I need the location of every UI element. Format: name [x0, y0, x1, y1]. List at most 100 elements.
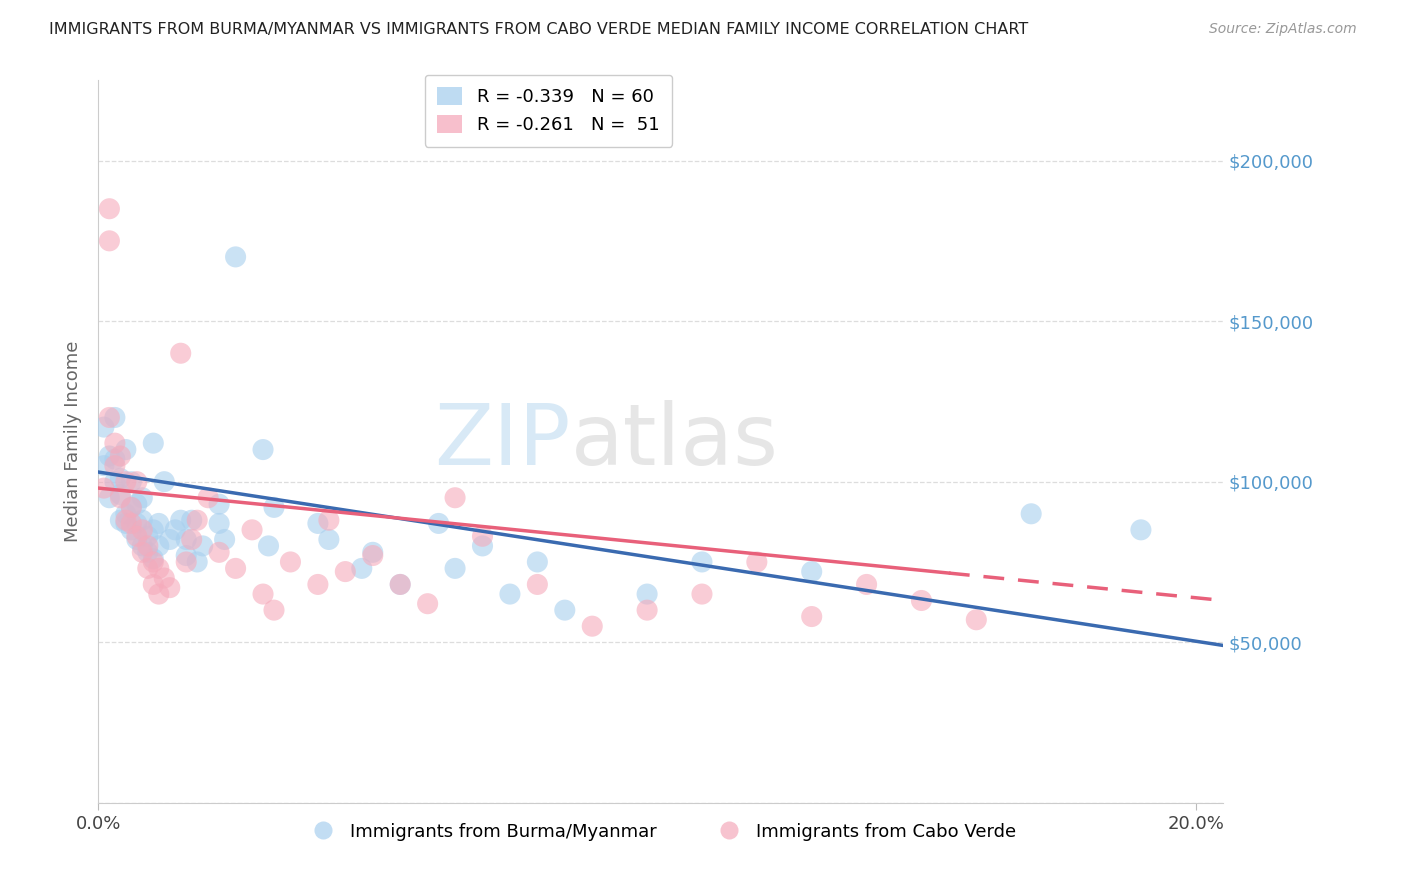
- Point: [120, 500, 142, 515]
- Point: [148, 561, 170, 575]
- Point: [142, 577, 165, 591]
- Point: [120, 523, 142, 537]
- Point: [1019, 507, 1042, 521]
- Point: [98, 410, 121, 425]
- Text: atlas: atlas: [571, 400, 779, 483]
- Point: [197, 491, 219, 505]
- Point: [136, 539, 159, 553]
- Point: [361, 549, 384, 563]
- Point: [148, 539, 170, 553]
- Point: [104, 436, 127, 450]
- Point: [170, 513, 193, 527]
- Point: [471, 539, 494, 553]
- Point: [104, 410, 127, 425]
- Point: [93, 420, 115, 434]
- Point: [131, 523, 153, 537]
- Point: [159, 581, 181, 595]
- Point: [98, 202, 121, 216]
- Point: [257, 539, 280, 553]
- Point: [125, 516, 148, 531]
- Point: [745, 555, 768, 569]
- Point: [252, 442, 274, 457]
- Point: [148, 516, 170, 531]
- Point: [389, 577, 412, 591]
- Point: [125, 529, 148, 543]
- Point: [104, 475, 127, 489]
- Point: [499, 587, 522, 601]
- Point: [690, 555, 713, 569]
- Point: [125, 497, 148, 511]
- Point: [186, 555, 208, 569]
- Point: [855, 577, 877, 591]
- Point: [636, 603, 658, 617]
- Point: [110, 491, 132, 505]
- Y-axis label: Median Family Income: Median Family Income: [65, 341, 83, 542]
- Point: [208, 497, 231, 511]
- Point: [142, 436, 165, 450]
- Point: [153, 475, 176, 489]
- Point: [636, 587, 658, 601]
- Point: [98, 234, 121, 248]
- Point: [307, 516, 329, 531]
- Point: [153, 571, 176, 585]
- Point: [93, 481, 115, 495]
- Point: [444, 561, 467, 575]
- Point: [263, 603, 285, 617]
- Point: [148, 587, 170, 601]
- Point: [225, 561, 247, 575]
- Point: [98, 491, 121, 505]
- Point: [110, 449, 132, 463]
- Point: [131, 491, 153, 505]
- Point: [174, 533, 197, 547]
- Point: [361, 545, 384, 559]
- Point: [165, 523, 187, 537]
- Point: [581, 619, 603, 633]
- Point: [125, 533, 148, 547]
- Point: [186, 513, 208, 527]
- Point: [335, 565, 357, 579]
- Point: [280, 555, 302, 569]
- Point: [526, 555, 548, 569]
- Point: [350, 561, 373, 575]
- Point: [1129, 523, 1152, 537]
- Point: [174, 549, 197, 563]
- Point: [389, 577, 412, 591]
- Point: [115, 442, 138, 457]
- Point: [471, 529, 494, 543]
- Point: [318, 513, 340, 527]
- Point: [110, 471, 132, 485]
- Point: [690, 587, 713, 601]
- Point: [800, 565, 823, 579]
- Point: [142, 555, 165, 569]
- Point: [180, 533, 202, 547]
- Point: [174, 555, 197, 569]
- Point: [208, 545, 231, 559]
- Point: [110, 513, 132, 527]
- Point: [800, 609, 823, 624]
- Point: [427, 516, 450, 531]
- Point: [110, 487, 132, 501]
- Point: [191, 539, 214, 553]
- Point: [307, 577, 329, 591]
- Point: [142, 523, 165, 537]
- Point: [142, 551, 165, 566]
- Point: [93, 458, 115, 473]
- Point: [115, 513, 138, 527]
- Point: [159, 533, 181, 547]
- Text: Source: ZipAtlas.com: Source: ZipAtlas.com: [1209, 22, 1357, 37]
- Point: [131, 539, 153, 553]
- Point: [416, 597, 439, 611]
- Point: [208, 516, 231, 531]
- Point: [136, 529, 159, 543]
- Point: [180, 513, 202, 527]
- Point: [125, 475, 148, 489]
- Point: [170, 346, 193, 360]
- Point: [225, 250, 247, 264]
- Point: [240, 523, 263, 537]
- Point: [120, 516, 142, 531]
- Point: [115, 516, 138, 531]
- Point: [104, 458, 127, 473]
- Point: [318, 533, 340, 547]
- Text: IMMIGRANTS FROM BURMA/MYANMAR VS IMMIGRANTS FROM CABO VERDE MEDIAN FAMILY INCOME: IMMIGRANTS FROM BURMA/MYANMAR VS IMMIGRA…: [49, 22, 1028, 37]
- Point: [131, 545, 153, 559]
